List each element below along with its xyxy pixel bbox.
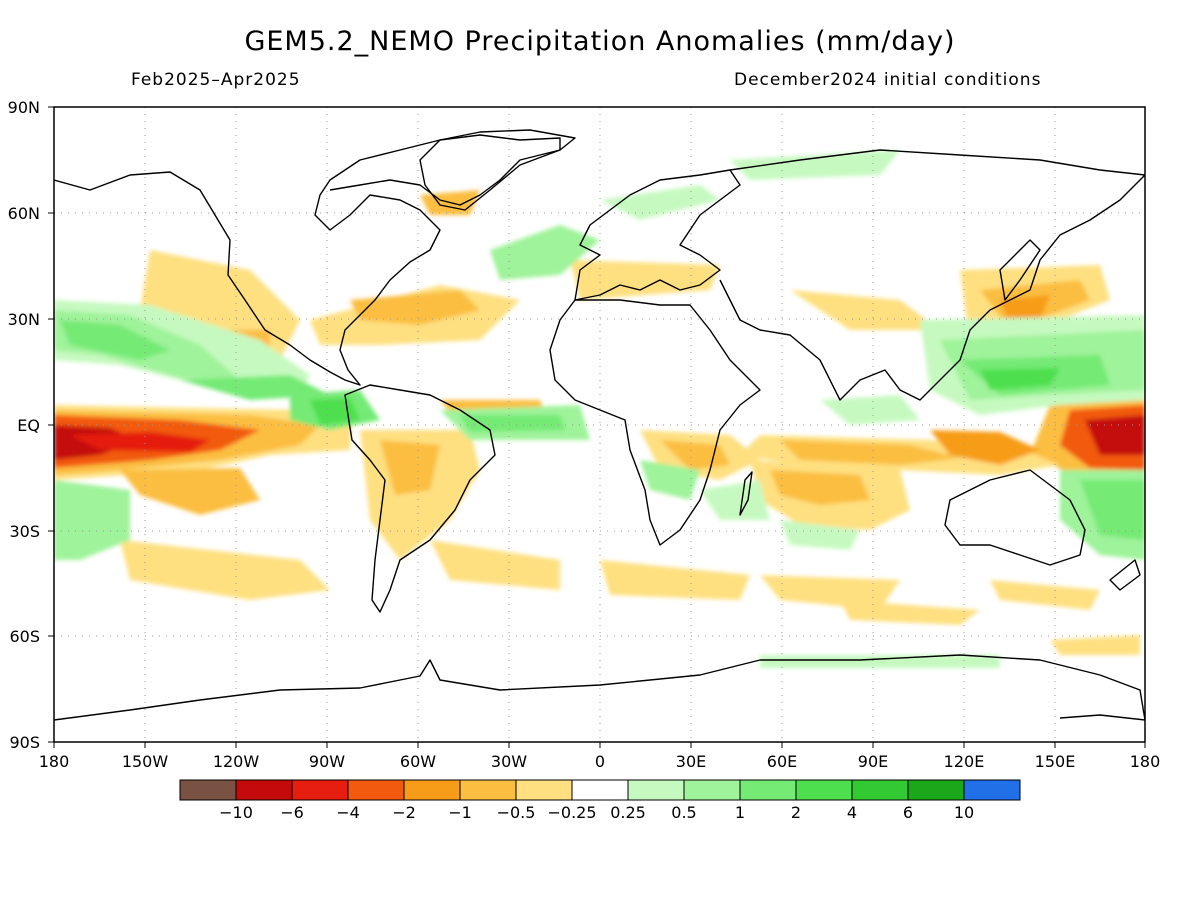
forecast-period: Feb2025–Apr2025	[131, 70, 301, 90]
colorbar-labels: −10 −6 −4 −2 −1 −0.5 −0.25 0.25 0.5 1 2 4 6 10	[219, 803, 974, 822]
colorbar-label: −0.5	[497, 803, 536, 822]
europe-coast	[574, 169, 741, 301]
colorbar-swatch	[235, 779, 293, 801]
anomaly-field	[54, 150, 1145, 668]
longitude-labels: 180 150W 120W 90W 60W 30W 0 30E 60E 90E …	[39, 752, 1161, 771]
antarctica-coast	[54, 654, 1145, 721]
colorbar-swatch	[907, 779, 965, 801]
colorbar-swatch	[683, 779, 741, 801]
initial-conditions: December2024 initial conditions	[734, 70, 1042, 90]
colorbar-swatch	[963, 779, 1021, 801]
colorbar-swatch	[851, 779, 909, 801]
colorbar-swatch	[627, 779, 685, 801]
map-title: GEM5.2_NEMO Precipitation Anomalies (mm/…	[244, 26, 956, 57]
lon-label: 120E	[944, 752, 985, 771]
colorbar-swatch	[795, 779, 853, 801]
colorbar-swatch	[459, 779, 517, 801]
australia-coast	[944, 469, 1086, 566]
latitude-labels: 90N 60N 30N EQ 30S 60S 90S	[8, 98, 40, 752]
colorbar-label: −4	[336, 803, 360, 822]
wet-anomalies	[54, 150, 1145, 668]
graticule	[54, 107, 1145, 742]
colorbar-label: 4	[847, 803, 857, 822]
south-america-coast	[344, 384, 496, 613]
colorbar-swatch	[571, 779, 629, 801]
lon-label: 150E	[1035, 752, 1076, 771]
madagascar-coast	[739, 471, 753, 516]
colorbar-swatch	[291, 779, 349, 801]
colorbar-label: 0.25	[610, 803, 646, 822]
colorbar-swatch	[515, 779, 573, 801]
lon-label: 90E	[858, 752, 888, 771]
coastlines	[54, 129, 1145, 721]
colorbar-label: −10	[219, 803, 253, 822]
lat-label: EQ	[17, 416, 40, 435]
colorbar-label: 10	[954, 803, 974, 822]
new-zealand-coast	[1109, 559, 1141, 591]
asia-coast	[719, 149, 1145, 401]
lon-label: 60W	[400, 752, 436, 771]
greenland-coast	[419, 129, 576, 211]
lon-label: 60E	[767, 752, 797, 771]
colorbar-swatch	[739, 779, 797, 801]
lat-label: 90N	[8, 98, 40, 117]
lat-label: 60N	[8, 204, 40, 223]
colorbar-label: −0.25	[547, 803, 596, 822]
colorbar-swatch	[403, 779, 461, 801]
north-america-coast	[54, 134, 561, 386]
lon-label: 120W	[213, 752, 260, 771]
colorbar-label: −2	[392, 803, 416, 822]
lon-label: 30E	[676, 752, 706, 771]
map-ticks	[48, 106, 1146, 748]
lon-label: 30W	[491, 752, 527, 771]
lat-label: 30N	[8, 310, 40, 329]
lon-label: 180	[39, 752, 70, 771]
colorbar-swatch	[179, 779, 237, 801]
colorbar-label: 0.5	[671, 803, 696, 822]
colorbar-swatch	[347, 779, 405, 801]
lon-label: 0	[595, 752, 605, 771]
colorbar-label: −1	[448, 803, 472, 822]
lon-label: 150W	[122, 752, 169, 771]
colorbar-label: 2	[791, 803, 801, 822]
lon-label: 90W	[309, 752, 345, 771]
colorbar-label: 1	[735, 803, 745, 822]
africa-coast	[549, 299, 761, 546]
lat-label: 90S	[9, 733, 40, 752]
japan-coast	[999, 239, 1041, 301]
lon-label: 180	[1130, 752, 1161, 771]
colorbar-label: −6	[280, 803, 304, 822]
lat-label: 60S	[9, 627, 40, 646]
colorbar	[179, 779, 1021, 801]
lat-label: 30S	[9, 522, 40, 541]
colorbar-label: 6	[903, 803, 913, 822]
